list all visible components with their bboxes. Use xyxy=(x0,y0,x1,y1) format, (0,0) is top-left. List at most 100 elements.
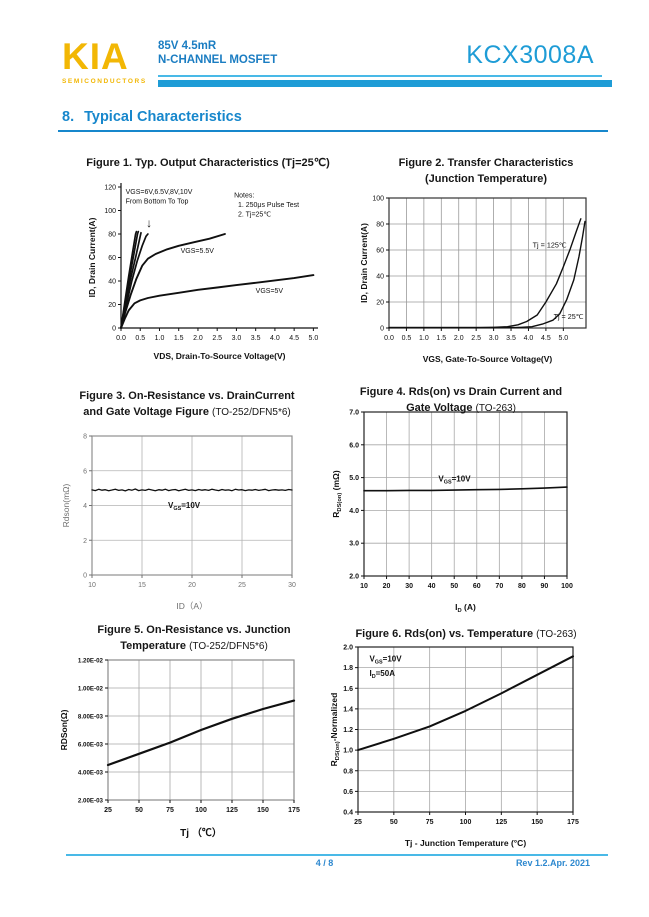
header-thin-rule xyxy=(158,75,602,77)
svg-text:90: 90 xyxy=(541,583,549,590)
svg-text:75: 75 xyxy=(426,819,434,826)
svg-text:20: 20 xyxy=(188,582,196,589)
svg-text:From Bottom To Top: From Bottom To Top xyxy=(126,198,189,205)
svg-text:80: 80 xyxy=(376,222,384,229)
svg-text:1.20E-02: 1.20E-02 xyxy=(78,658,104,665)
svg-text:20: 20 xyxy=(376,300,384,307)
svg-text:2.5: 2.5 xyxy=(212,335,222,342)
svg-text:3.0: 3.0 xyxy=(349,541,359,548)
svg-text:4.5: 4.5 xyxy=(541,335,551,342)
svg-text:2. Tj=25℃: 2. Tj=25℃ xyxy=(238,211,271,218)
svg-text:0.6: 0.6 xyxy=(343,789,353,796)
svg-text:Tj （℃）: Tj （℃） xyxy=(180,826,222,839)
svg-text:15: 15 xyxy=(138,582,146,589)
svg-text:2.00E-03: 2.00E-03 xyxy=(78,798,104,805)
svg-text:4.0: 4.0 xyxy=(270,335,280,342)
svg-text:Tj = 25℃: Tj = 25℃ xyxy=(554,312,584,321)
svg-text:3.0: 3.0 xyxy=(489,335,499,342)
figure-2-chart: 0.0 0.5 1.0 1.5 2.0 2.5 3.0 3.5 4.0 4.5 5.0 0 20 40 60… xyxy=(359,196,587,364)
header-accent-bar xyxy=(158,80,612,87)
svg-text:Notes:: Notes: xyxy=(234,193,254,200)
svg-text:125: 125 xyxy=(495,819,507,826)
svg-text:1.0: 1.0 xyxy=(419,335,429,342)
svg-text:1.4: 1.4 xyxy=(343,706,353,713)
figure-5-chart: 25 50 75 100 125 150 175 2.00E-03 4.00E-03 6.00E-… xyxy=(59,658,300,840)
svg-text:VGS=10V: VGS=10V xyxy=(438,475,471,486)
svg-text:ID (A): ID (A) xyxy=(455,602,476,614)
figure-1-title: Figure 1. Typ. Output Characteristics (T… xyxy=(86,157,330,169)
svg-text:25: 25 xyxy=(238,582,246,589)
svg-text:VGS=5V: VGS=5V xyxy=(256,288,284,295)
figure-5-title: Figure 5. On-Resistance vs. Junction Temp… xyxy=(97,624,291,652)
svg-text:ID（A）: ID（A） xyxy=(176,601,207,611)
svg-text:25: 25 xyxy=(354,819,362,826)
svg-text:VGS=10V: VGS=10V xyxy=(168,501,201,512)
svg-text:150: 150 xyxy=(257,807,269,814)
svg-text:50: 50 xyxy=(135,807,143,814)
svg-text:VGS=10V: VGS=10V xyxy=(369,654,402,665)
svg-text:100: 100 xyxy=(104,208,116,215)
svg-text:100: 100 xyxy=(372,196,384,203)
svg-text:VGS=5.5V: VGS=5.5V xyxy=(181,248,215,255)
page-number: 4 / 8 xyxy=(315,858,334,868)
svg-text:60: 60 xyxy=(376,248,384,255)
svg-text:8: 8 xyxy=(83,434,87,441)
svg-text:↓: ↓ xyxy=(146,216,152,230)
svg-text:Rdson(mΩ): Rdson(mΩ) xyxy=(61,484,71,528)
svg-text:0.0: 0.0 xyxy=(116,335,126,342)
svg-text:7.0: 7.0 xyxy=(349,410,359,417)
svg-text:150: 150 xyxy=(531,819,543,826)
figure-3-chart: 10 15 20 25 30 0 2 4 6 8 ID（A） Rdson(mΩ) VGS=10V xyxy=(61,434,296,612)
svg-text:ID, Drain Current(A): ID, Drain Current(A) xyxy=(359,223,369,303)
svg-text:70: 70 xyxy=(495,583,503,590)
figure-3-title: Figure 3. On-Resistance vs. DrainCurrent… xyxy=(79,390,295,418)
svg-text:100: 100 xyxy=(460,819,472,826)
svg-text:0.5: 0.5 xyxy=(402,335,412,342)
device-subtitle: 85V 4.5mR N-CHANNEL MOSFET xyxy=(158,39,277,67)
svg-text:3.0: 3.0 xyxy=(232,335,242,342)
svg-text:0.4: 0.4 xyxy=(343,810,353,817)
svg-text:0.8: 0.8 xyxy=(343,768,353,775)
svg-text:20: 20 xyxy=(383,583,391,590)
section-number: 8. xyxy=(62,109,75,125)
section-title: Typical Characteristics xyxy=(84,109,242,125)
kia-logo: KIA xyxy=(62,36,129,77)
figure-1-chart: 0.0 0.5 1.0 1.5 2.0 2.5 3.0 3.5 4.0 4.5 5.0 0 20 40 60… xyxy=(87,183,319,361)
svg-text:2.0: 2.0 xyxy=(343,645,353,652)
figure-2-title: Figure 2. Transfer Characteristics (Junct… xyxy=(398,157,574,185)
svg-text:60: 60 xyxy=(108,255,116,262)
svg-text:1.2: 1.2 xyxy=(343,727,353,734)
figure-6-chart: 25 50 75 100 125 150 175 0.4 0.6 0.8 1.0 1.2 1.4 1.6 1… xyxy=(329,645,579,849)
svg-text:30: 30 xyxy=(288,582,296,589)
svg-text:ID=50A: ID=50A xyxy=(369,669,395,680)
svg-text:40: 40 xyxy=(376,274,384,281)
svg-text:0.0: 0.0 xyxy=(384,335,394,342)
svg-text:175: 175 xyxy=(288,807,300,814)
kia-logo-subtext: SEMICONDUCTORS xyxy=(62,78,147,85)
svg-text:100: 100 xyxy=(561,583,573,590)
svg-text:1.00E-02: 1.00E-02 xyxy=(78,686,104,693)
svg-text:2.0: 2.0 xyxy=(193,335,203,342)
device-rating: 85V 4.5mR xyxy=(158,40,217,52)
svg-text:0: 0 xyxy=(380,326,384,333)
svg-text:75: 75 xyxy=(166,807,174,814)
svg-text:0: 0 xyxy=(112,326,116,333)
svg-text:2.0: 2.0 xyxy=(454,335,464,342)
footer-rule xyxy=(66,854,608,856)
svg-text:RDSon(Ω): RDSon(Ω) xyxy=(59,709,69,750)
svg-text:25: 25 xyxy=(104,807,112,814)
svg-text:2: 2 xyxy=(83,538,87,545)
svg-text:2.0: 2.0 xyxy=(349,574,359,581)
svg-text:4.0: 4.0 xyxy=(524,335,534,342)
svg-text:VGS, Gate-To-Source Voltage(V: VGS, Gate-To-Source Voltage(V) xyxy=(423,354,553,364)
svg-text:ID, Drain Current(A): ID, Drain Current(A) xyxy=(87,217,97,297)
svg-text:80: 80 xyxy=(518,583,526,590)
svg-text:4.0: 4.0 xyxy=(349,508,359,515)
svg-text:8.00E-03: 8.00E-03 xyxy=(78,714,104,721)
svg-text:30: 30 xyxy=(405,583,413,590)
svg-text:5.0: 5.0 xyxy=(309,335,319,342)
figure-6-title: Figure 6. Rds(on) vs. Temperature (TO-26… xyxy=(355,628,577,640)
figure-4-chart: 10 20 30 40 50 60 70 80 90 100 2.0 3.0 4.0 5.0 6.0 7.0 I… xyxy=(331,410,573,615)
svg-text:0.5: 0.5 xyxy=(135,335,145,342)
